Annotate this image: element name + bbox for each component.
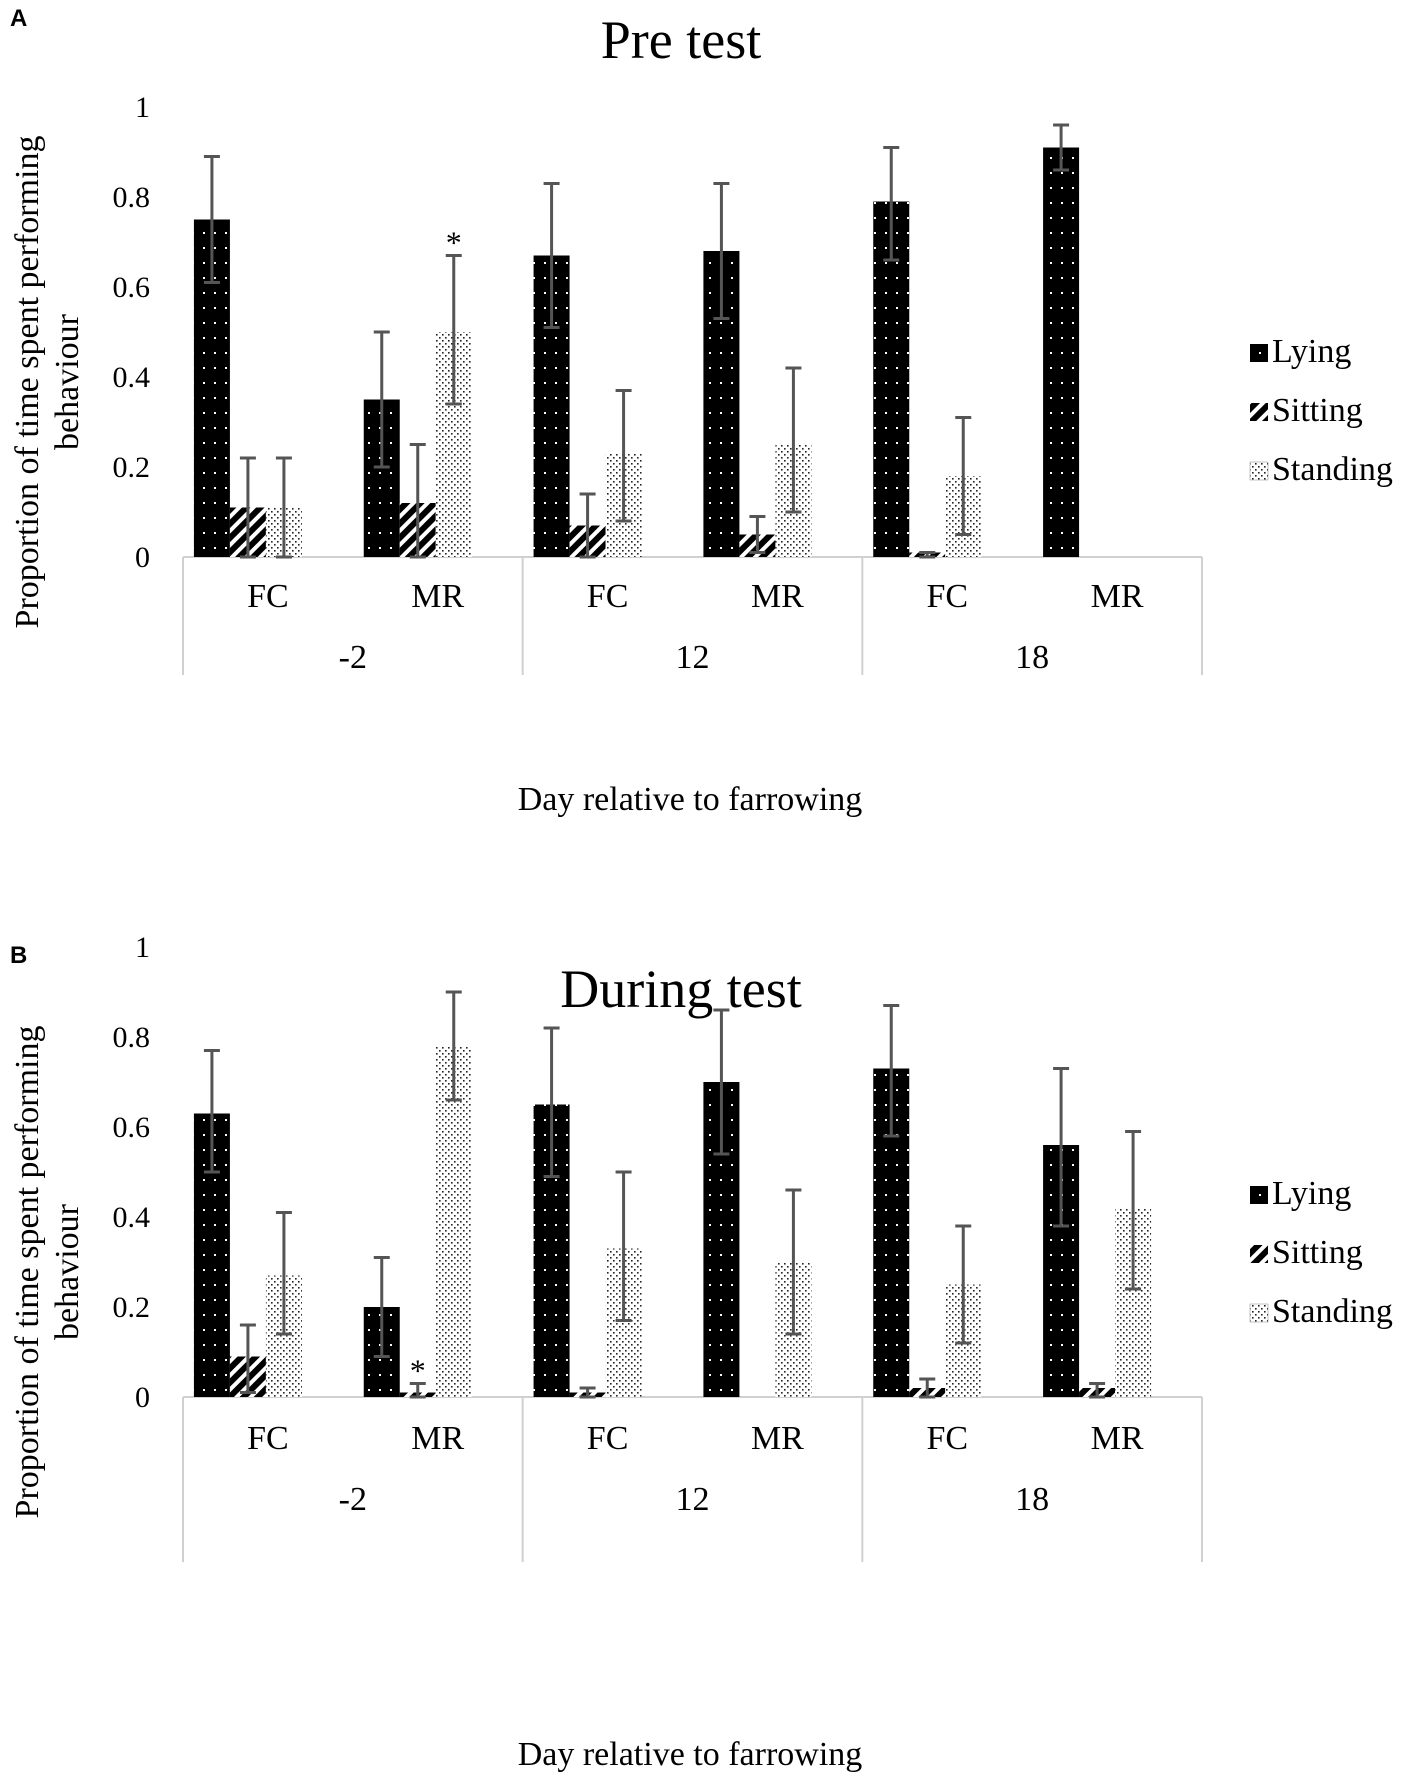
y-axis-label-line-2: behaviour [49,313,86,450]
legend-swatch-standing [1249,1303,1269,1323]
group-label: 12 [676,1481,710,1518]
y-axis-label: Proportion of time spent performing beha… [9,136,86,629]
category-label: FC [587,578,629,615]
legend-label-lying: Lying [1272,1175,1351,1212]
y-axis-label-line-1: Proportion of time spent performing [9,136,46,629]
chart-panel-b: B During test Proportion of time spent p… [9,931,1393,1773]
legend-label-sitting: Sitting [1272,1234,1363,1271]
plot-area: 0 0.2 0.4 0.6 0.8 1 FC MR FC MR FC MR -2 12 18 * Lying Si… [113,931,1393,1562]
y-axis-label-line-2: behaviour [49,1203,86,1340]
group-label: 18 [1015,639,1049,676]
category-label: FC [247,1420,289,1457]
category-label: MR [1091,578,1144,615]
legend-label-sitting: Sitting [1272,392,1363,429]
panel-letter: B [10,942,27,969]
y-tick-label: 0 [135,1381,150,1414]
legend-swatch-lying [1250,344,1268,362]
x-axis-label: Day relative to farrowing [518,781,863,818]
chart-title: Pre test [601,10,761,70]
panel-letter: A [10,5,27,32]
x-axis-label: Day relative to farrowing [518,1736,863,1773]
y-tick-label: 0.2 [113,451,151,484]
y-tick-label: 0.4 [113,361,151,394]
group-label: 18 [1015,1481,1049,1518]
legend-swatch-sitting [1250,1245,1268,1263]
category-label: FC [926,1420,968,1457]
y-tick-label: 0.6 [113,271,151,304]
group-label: -2 [339,639,367,676]
category-label: MR [411,1420,464,1457]
bar-lying [1043,147,1080,557]
legend-swatch-standing [1249,461,1269,481]
category-label: MR [1091,1420,1144,1457]
y-tick-label: 0.8 [113,181,151,214]
y-tick-label: 0.6 [113,1111,151,1144]
y-axis-label: Proportion of time spent performing beha… [9,1026,86,1519]
y-axis-label-line-1: Proportion of time spent performing [9,1026,46,1519]
category-label: FC [587,1420,629,1457]
y-tick-label: 0 [135,541,150,574]
group-label: -2 [339,1481,367,1518]
chart-panel-a: A Pre test Proportion of time spent perf… [9,5,1393,818]
significance-marker: * [410,1353,426,1389]
y-tick-label: 1 [135,931,150,964]
group-label: 12 [676,639,710,676]
plot-area: 0 0.2 0.4 0.6 0.8 1 FC MR FC MR FC MR -2 12 18 * Lying Si… [113,91,1393,676]
legend-label-standing: Standing [1272,1293,1393,1330]
category-label: MR [751,1420,804,1457]
legend-swatch-sitting [1250,403,1268,421]
category-label: MR [411,578,464,615]
chart-title: During test [560,959,801,1019]
category-label: FC [926,578,968,615]
y-tick-label: 0.8 [113,1021,151,1054]
legend-swatch-lying [1250,1186,1268,1204]
legend-label-standing: Standing [1272,451,1393,488]
y-tick-label: 0.2 [113,1291,151,1324]
y-tick-label: 1 [135,91,150,124]
legend-label-lying: Lying [1272,333,1351,370]
significance-marker: * [446,225,462,261]
y-tick-label: 0.4 [113,1201,151,1234]
category-label: FC [247,578,289,615]
bar-standing [435,1046,472,1397]
category-label: MR [751,578,804,615]
